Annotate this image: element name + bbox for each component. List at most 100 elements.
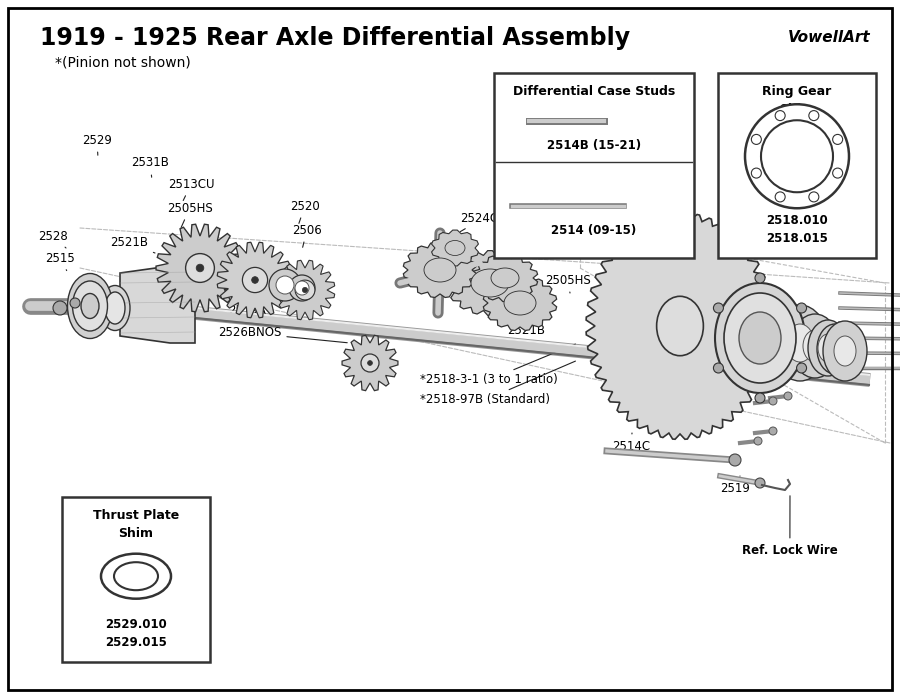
Circle shape	[252, 276, 258, 283]
Ellipse shape	[471, 269, 509, 297]
Circle shape	[796, 363, 806, 373]
Text: 2520: 2520	[532, 232, 562, 251]
Circle shape	[809, 110, 819, 121]
Circle shape	[295, 280, 315, 300]
Circle shape	[755, 393, 765, 403]
Circle shape	[796, 303, 806, 313]
Text: Shim: Shim	[119, 527, 154, 540]
Ellipse shape	[739, 312, 781, 364]
Text: 2515: 2515	[45, 251, 75, 271]
Ellipse shape	[81, 293, 99, 318]
Circle shape	[761, 120, 833, 192]
Text: 2506: 2506	[292, 223, 322, 247]
Ellipse shape	[826, 336, 844, 362]
Text: Differential Case Studs: Differential Case Studs	[513, 85, 675, 98]
Polygon shape	[342, 335, 398, 391]
Text: 2526BNOS: 2526BNOS	[218, 327, 347, 343]
Circle shape	[295, 281, 309, 295]
Circle shape	[242, 267, 267, 292]
Ellipse shape	[491, 268, 519, 288]
Text: 2514C: 2514C	[612, 433, 650, 452]
Circle shape	[755, 273, 765, 283]
Text: 2514 (09-15): 2514 (09-15)	[552, 224, 636, 237]
Text: 2519: 2519	[720, 476, 750, 494]
Circle shape	[832, 135, 842, 144]
Circle shape	[775, 192, 785, 202]
Text: Ref. Lock Wire: Ref. Lock Wire	[742, 496, 838, 556]
Text: 2531B: 2531B	[131, 156, 169, 177]
Ellipse shape	[68, 274, 112, 339]
Bar	[494, 73, 694, 258]
Bar	[718, 73, 876, 258]
Ellipse shape	[424, 258, 456, 282]
Ellipse shape	[791, 314, 839, 378]
Circle shape	[755, 478, 765, 488]
Bar	[62, 497, 210, 662]
Text: 2505HS: 2505HS	[167, 202, 212, 228]
Circle shape	[714, 363, 724, 373]
Ellipse shape	[715, 283, 805, 393]
Ellipse shape	[772, 305, 828, 381]
Text: 2529: 2529	[82, 133, 112, 155]
Text: Ring Gear: Ring Gear	[762, 85, 832, 98]
Ellipse shape	[445, 241, 465, 255]
Ellipse shape	[817, 324, 853, 374]
Circle shape	[769, 427, 777, 435]
Polygon shape	[403, 242, 477, 297]
Text: 2528: 2528	[38, 230, 68, 248]
Polygon shape	[432, 230, 479, 266]
Circle shape	[714, 303, 724, 313]
Circle shape	[754, 437, 762, 445]
Circle shape	[729, 454, 741, 466]
Ellipse shape	[834, 336, 856, 366]
Text: 2513CU: 2513CU	[168, 177, 214, 200]
Text: 2519A: 2519A	[228, 298, 266, 316]
Ellipse shape	[105, 292, 125, 324]
Circle shape	[289, 275, 315, 301]
Ellipse shape	[724, 293, 796, 383]
Circle shape	[361, 354, 379, 372]
Text: VowellArt: VowellArt	[788, 31, 870, 45]
Ellipse shape	[803, 330, 827, 362]
Circle shape	[775, 110, 785, 121]
Ellipse shape	[100, 285, 130, 330]
Polygon shape	[275, 260, 335, 320]
Text: 2518.010: 2518.010	[766, 214, 828, 226]
Circle shape	[185, 253, 214, 283]
Polygon shape	[446, 251, 534, 315]
Text: 2518.015: 2518.015	[766, 232, 828, 244]
Text: 2529.010: 2529.010	[105, 618, 166, 630]
Ellipse shape	[808, 320, 848, 376]
Circle shape	[832, 168, 842, 178]
Ellipse shape	[823, 321, 867, 381]
Ellipse shape	[73, 281, 107, 331]
Circle shape	[367, 361, 373, 365]
Text: 2524CU: 2524CU	[460, 211, 507, 232]
Circle shape	[752, 168, 761, 178]
Polygon shape	[217, 242, 292, 318]
Text: 2505HS: 2505HS	[545, 274, 590, 293]
Text: 2521B: 2521B	[507, 318, 545, 336]
Text: 2529.015: 2529.015	[105, 635, 166, 648]
Ellipse shape	[657, 296, 704, 356]
Ellipse shape	[818, 334, 838, 362]
Circle shape	[302, 288, 308, 292]
Ellipse shape	[101, 554, 171, 599]
Polygon shape	[483, 276, 557, 330]
Text: *2518-97B (Standard): *2518-97B (Standard)	[420, 361, 575, 406]
Text: 2514B (15-21): 2514B (15-21)	[547, 139, 641, 152]
Text: *(Pinion not shown): *(Pinion not shown)	[55, 55, 191, 69]
Ellipse shape	[504, 291, 536, 315]
Text: 1919 - 1925 Rear Axle Differential Assembly: 1919 - 1925 Rear Axle Differential Assem…	[40, 26, 630, 50]
Circle shape	[752, 135, 761, 144]
Circle shape	[70, 298, 80, 308]
Polygon shape	[120, 266, 195, 343]
Polygon shape	[156, 224, 244, 312]
Circle shape	[745, 104, 849, 208]
Circle shape	[769, 397, 777, 405]
Polygon shape	[472, 255, 537, 302]
Text: Shim: Shim	[779, 103, 814, 116]
Circle shape	[784, 392, 792, 400]
Ellipse shape	[786, 324, 814, 362]
Circle shape	[276, 276, 294, 294]
